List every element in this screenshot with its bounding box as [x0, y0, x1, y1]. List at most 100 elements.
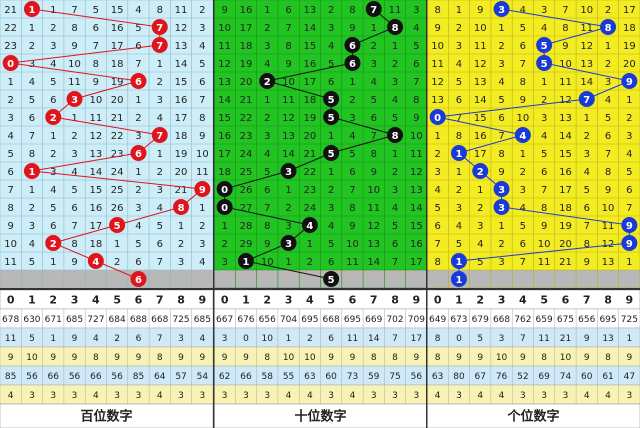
cell: 15	[175, 77, 188, 88]
cell: 2	[605, 59, 611, 70]
stat-cell: 9	[328, 353, 334, 363]
cell: 12	[602, 239, 615, 250]
stat-cell: 56	[411, 372, 423, 382]
cell: 6	[264, 185, 270, 196]
cell: 3	[71, 149, 77, 160]
stat-cell: 5	[477, 334, 483, 344]
cell: 9	[199, 131, 205, 142]
cell: 8	[93, 59, 99, 70]
cell: 10	[261, 257, 274, 268]
cell: 7	[626, 203, 632, 214]
cell: 5	[605, 113, 611, 124]
cell: 14	[282, 149, 295, 160]
header-digit: 8	[604, 294, 612, 307]
stat-cell: 4	[499, 391, 505, 401]
cell: 9	[371, 167, 377, 178]
cell: 29	[240, 239, 253, 250]
cell: 3	[456, 203, 462, 214]
cell: 13	[431, 95, 444, 106]
cell: 17	[474, 149, 487, 160]
ball	[66, 91, 83, 107]
cell: 3	[626, 131, 632, 142]
stat-cell: 4	[307, 391, 313, 401]
cell: 27	[240, 203, 253, 214]
cell: 7	[562, 5, 568, 16]
cell: 13	[175, 41, 188, 52]
ball-number: 5	[541, 41, 548, 52]
cell: 6	[50, 221, 56, 232]
stat-cell: 669	[365, 315, 382, 325]
stat-cell: 4	[93, 334, 99, 344]
stat-cell: 688	[130, 315, 147, 325]
cell: 3	[178, 257, 184, 268]
cell: 8	[520, 77, 526, 88]
cell: 21	[111, 113, 124, 124]
cell: 14	[410, 203, 423, 214]
cell: 1	[71, 113, 77, 124]
panel: 21 1 7 5 15 4 8 11 222 1 2 8 6 16 5 12 323 2 3 9 7 17 6 13 43 4 10…	[0, 0, 214, 428]
cell: 6	[371, 113, 377, 124]
stat-cell: 3	[413, 391, 419, 401]
cell: 7	[157, 257, 163, 268]
cell: 17	[559, 185, 572, 196]
cell: 2	[498, 41, 504, 52]
cell: 7	[413, 77, 419, 88]
stat-cell: 695	[301, 315, 318, 325]
cell: 5	[29, 257, 35, 268]
cell: 4	[477, 239, 483, 250]
stat-cell: 0	[456, 334, 462, 344]
cell: 2	[50, 23, 56, 34]
label-row	[0, 403, 214, 428]
cell: 19	[111, 77, 124, 88]
forecast-ball	[323, 271, 340, 287]
cell: 1	[477, 185, 483, 196]
cell: 20	[240, 77, 253, 88]
cell: 15	[410, 221, 423, 232]
cell: 22	[303, 167, 316, 178]
cell: 9	[71, 257, 77, 268]
cell: 9	[477, 5, 483, 16]
stat-cell: 9	[626, 353, 632, 363]
cell: 4	[456, 221, 462, 232]
stat-cell: 702	[386, 315, 403, 325]
header-digit: 9	[413, 294, 421, 307]
cell: 16	[559, 167, 572, 178]
stat-cell: 9	[72, 353, 78, 363]
ball	[344, 55, 361, 71]
cell: 7	[498, 131, 504, 142]
cell: 18	[623, 23, 636, 34]
cell: 2	[221, 239, 227, 250]
cell: 10	[431, 41, 444, 52]
cell: 3	[328, 23, 334, 34]
stat-cell: 671	[45, 315, 62, 325]
cell: 9	[7, 221, 13, 232]
ball-number: 0	[221, 185, 228, 196]
cell: 16	[218, 131, 231, 142]
forecast-number: 1	[455, 275, 462, 286]
cell: 15	[89, 185, 102, 196]
stat-cell: 3	[199, 391, 205, 401]
stat-cell: 6	[136, 334, 142, 344]
cell: 1	[498, 23, 504, 34]
cell: 21	[175, 185, 188, 196]
cell: 11	[367, 203, 380, 214]
cell: 1	[157, 59, 163, 70]
ball-number: 4	[519, 131, 526, 142]
stat-cell: 8	[157, 353, 163, 363]
cell: 4	[264, 149, 270, 160]
cell: 1	[285, 185, 291, 196]
ball-number: 1	[455, 149, 462, 160]
cell: 2	[456, 185, 462, 196]
cell: 1	[178, 221, 184, 232]
cell: 14	[580, 77, 593, 88]
stat-cell: 725	[172, 315, 189, 325]
cell: 2	[605, 5, 611, 16]
cell: 10	[346, 239, 359, 250]
cell: 6	[50, 95, 56, 106]
cell: 10	[68, 59, 81, 70]
separator	[213, 0, 215, 428]
stat-cell: 9	[477, 353, 483, 363]
cell: 11	[346, 257, 359, 268]
cell: 18	[89, 239, 102, 250]
cell: 7	[29, 131, 35, 142]
